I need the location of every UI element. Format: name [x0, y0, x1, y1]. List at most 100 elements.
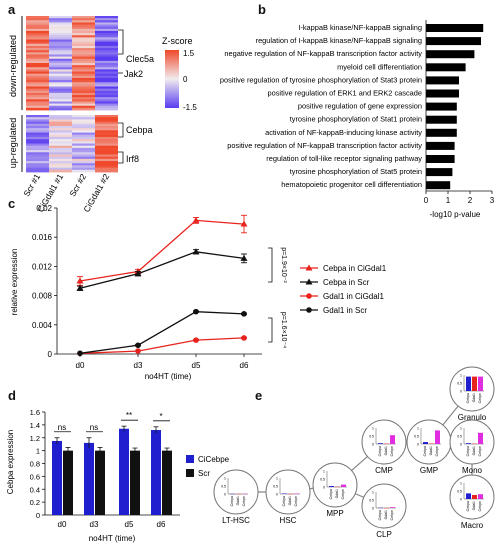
heatmap-cell: [72, 167, 95, 171]
heatmap-cell: [49, 60, 72, 64]
heatmap-cell: [26, 103, 49, 107]
heatmap-cell: [95, 75, 118, 79]
heatmap-cell: [72, 156, 95, 160]
mini-bar: [390, 435, 395, 444]
heatmap-cell: [95, 88, 118, 92]
heatmap-cell: [26, 117, 49, 120]
mini-tick-label: 0: [224, 493, 226, 497]
c-annotation-p2: p=1.6×10⁻⁴: [280, 312, 287, 348]
heatmap-cell: [26, 48, 49, 51]
heatmap-cell: [95, 150, 118, 153]
heatmap-cell: [49, 161, 72, 164]
bar: [95, 450, 105, 515]
mini-series-label: Cebpa: [423, 446, 427, 456]
mini-bar: [466, 376, 471, 391]
heatmap-cell: [26, 50, 49, 53]
mini-series-label: Cebpa: [466, 446, 470, 456]
heatmap-cell: [72, 134, 95, 138]
heatmap-cell: [72, 95, 95, 98]
bar: [52, 440, 62, 515]
tree-node-label: LT-HSC: [222, 516, 250, 525]
heatmap-cell: [95, 37, 118, 40]
heatmap-cell: [49, 30, 72, 34]
heatmap-cell: [72, 82, 95, 85]
c-xtick-label: d3: [134, 361, 143, 370]
heatmap-cell: [49, 107, 72, 111]
panel-label-d: d: [8, 388, 16, 403]
data-point: [77, 350, 83, 357]
bar: [63, 450, 73, 515]
panel-label-b: b: [258, 2, 266, 17]
heatmap-cell: [95, 119, 118, 122]
go-term-bar: [426, 89, 459, 98]
mini-series-label: Gdal1: [384, 446, 388, 455]
significance-label: ns: [90, 423, 98, 432]
heatmap-cell: [72, 35, 95, 38]
heatmap-cell: [49, 115, 72, 118]
series-line: [79, 311, 245, 354]
mini-tick-label: 0.5: [414, 435, 419, 439]
legend-marker: [306, 307, 312, 313]
heatmap-cell: [26, 101, 49, 104]
heatmap-cell: [72, 54, 95, 57]
tree-node: 1 0.5 0 Cebpa Gdal1 Cebpe CMP: [361, 419, 407, 475]
heatmap-cell: [72, 150, 95, 153]
mini-series-label: Cebpa: [466, 393, 470, 403]
heatmap-cell: [49, 92, 72, 96]
data-point: [192, 216, 200, 223]
heatmap-cell: [26, 163, 49, 166]
bar: [130, 450, 140, 515]
data-point: [192, 248, 200, 255]
heatmap-cell: [26, 67, 49, 70]
heatmap-cell: [95, 24, 118, 28]
heatmap-cell: [26, 63, 49, 66]
heatmap-cell: [95, 141, 118, 144]
mini-series-label: Cebpa: [329, 489, 333, 499]
go-term-bar: [426, 37, 481, 46]
heatmap-cell: [72, 145, 95, 149]
heatmap-cell: [49, 123, 72, 127]
b-xtick-label: 0: [424, 196, 429, 205]
d-ytick-label: 0: [36, 511, 40, 520]
heatmap-cell: [72, 165, 95, 169]
significance-label: ns: [58, 423, 66, 432]
go-term-label: I-kappaB kinase/NF-kappaB signaling: [298, 23, 422, 32]
go-term-bar: [426, 76, 459, 85]
heatmap-cell: [49, 95, 72, 98]
heatmap-cell: [49, 97, 72, 100]
heatmap-cell: [26, 20, 49, 23]
c-ylabel: relative expression: [10, 249, 19, 316]
heatmap-cell: [72, 69, 95, 72]
d-ylabel: Cebpa expression: [6, 430, 15, 494]
mini-tick-label: 1: [372, 491, 374, 495]
heatmap-cell: [26, 132, 49, 136]
mini-series-label: Cebpe: [390, 446, 394, 456]
heatmap-cell: [72, 56, 95, 60]
go-term-bar: [426, 102, 457, 111]
heatmap-cell: [49, 132, 72, 136]
heatmap-cell: [26, 82, 49, 85]
heatmap-cell: [72, 152, 95, 155]
heatmap-cell: [72, 86, 95, 90]
rowgroup-label-down: down-regulated: [8, 35, 18, 97]
heatmap-cell: [95, 115, 118, 118]
mini-bar: [423, 442, 428, 444]
tree-node: 1 0.5 0 Cebpa Gdal1 Cebpe LT-HSC: [213, 469, 259, 525]
heatmap-cell: [49, 130, 72, 133]
mini-tick-label: 1: [323, 470, 325, 474]
heatmap-cell: [95, 161, 118, 164]
heatmap-cell: [72, 30, 95, 34]
tree-node: 1 0.5 0 Cebpa Gdal1 Cebpe MPP: [312, 462, 358, 518]
heatmap-cell: [26, 99, 49, 102]
colorbar-tick-low: -1.5: [183, 103, 197, 112]
heatmap-cell: [26, 134, 49, 138]
mini-tick-label: 1: [417, 427, 419, 431]
heatmap-cell: [26, 28, 49, 32]
mini-bar: [472, 495, 477, 499]
mini-tick-label: 0.5: [369, 435, 374, 439]
go-term-label: myeloid cell differentiation: [337, 62, 422, 71]
d-ytick-label: 0.2: [30, 498, 40, 507]
go-term-bar: [426, 24, 484, 32]
mini-series-label: Cebpe: [294, 496, 298, 506]
heatmap-cell: [72, 77, 95, 81]
